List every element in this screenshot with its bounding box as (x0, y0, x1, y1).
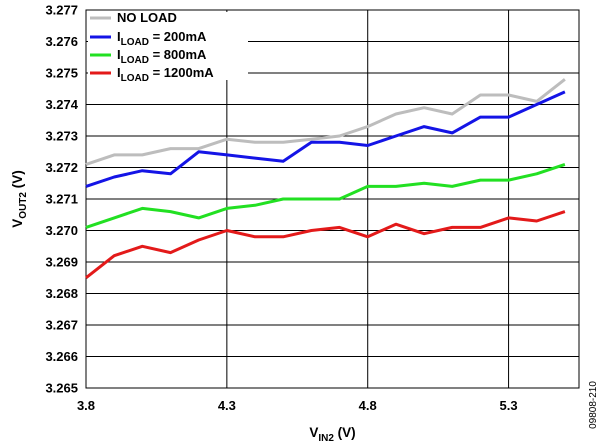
series-line-1 (85, 90, 566, 188)
y-tick-labels: 3.265 3.266 3.267 3.268 3.269 3.270 3.271 3.272… (45, 3, 78, 396)
x-tick-label: 4.8 (359, 398, 377, 413)
series-line-3 (85, 210, 566, 279)
y-tick-label: 3.269 (45, 255, 78, 270)
legend-label: ILOAD = 800mA (117, 47, 207, 66)
y-axis-label-unit: (V) (10, 170, 25, 192)
y-axis-label: VOUT2 (V) (10, 170, 29, 227)
x-axis-label-sub: IN2 (318, 433, 334, 444)
x-axis-label: VIN2 (V) (309, 425, 355, 444)
y-tick-label: 3.276 (45, 34, 78, 49)
legend-label: ILOAD = 1200mA (117, 65, 214, 84)
y-tick-label: 3.265 (45, 381, 78, 396)
y-tick-label: 3.274 (45, 97, 78, 112)
series-layer (85, 78, 566, 279)
y-tick-label: 3.267 (45, 318, 78, 333)
x-tick-label: 4.3 (218, 398, 236, 413)
y-tick-label: 3.275 (45, 66, 78, 81)
series-line-2 (85, 162, 566, 229)
x-tick-label: 5.3 (500, 398, 518, 413)
y-tick-label: 3.270 (45, 223, 78, 238)
legend-label: NO LOAD (117, 10, 177, 25)
x-axis-label-unit: (V) (334, 425, 356, 440)
legend-box (88, 12, 248, 80)
y-tick-label: 3.266 (45, 349, 78, 364)
x-tick-label: 3.8 (77, 398, 95, 413)
legend-label: ILOAD = 200mA (117, 29, 207, 48)
y-axis-label-main: V (10, 219, 25, 228)
y-tick-label: 3.277 (45, 3, 78, 18)
x-axis-label-main: V (309, 425, 318, 440)
y-tick-label: 3.273 (45, 129, 78, 144)
y-tick-label: 3.271 (45, 192, 78, 207)
y-axis-label-sub: OUT2 (18, 192, 29, 219)
series-line-0 (85, 78, 566, 166)
y-tick-label: 3.272 (45, 160, 78, 175)
figure-id: 09808-210 (588, 381, 599, 429)
x-tick-labels: 3.8 4.3 4.8 5.3 (77, 398, 518, 413)
y-tick-label: 3.268 (45, 286, 78, 301)
plot-area-frame (85, 9, 580, 389)
